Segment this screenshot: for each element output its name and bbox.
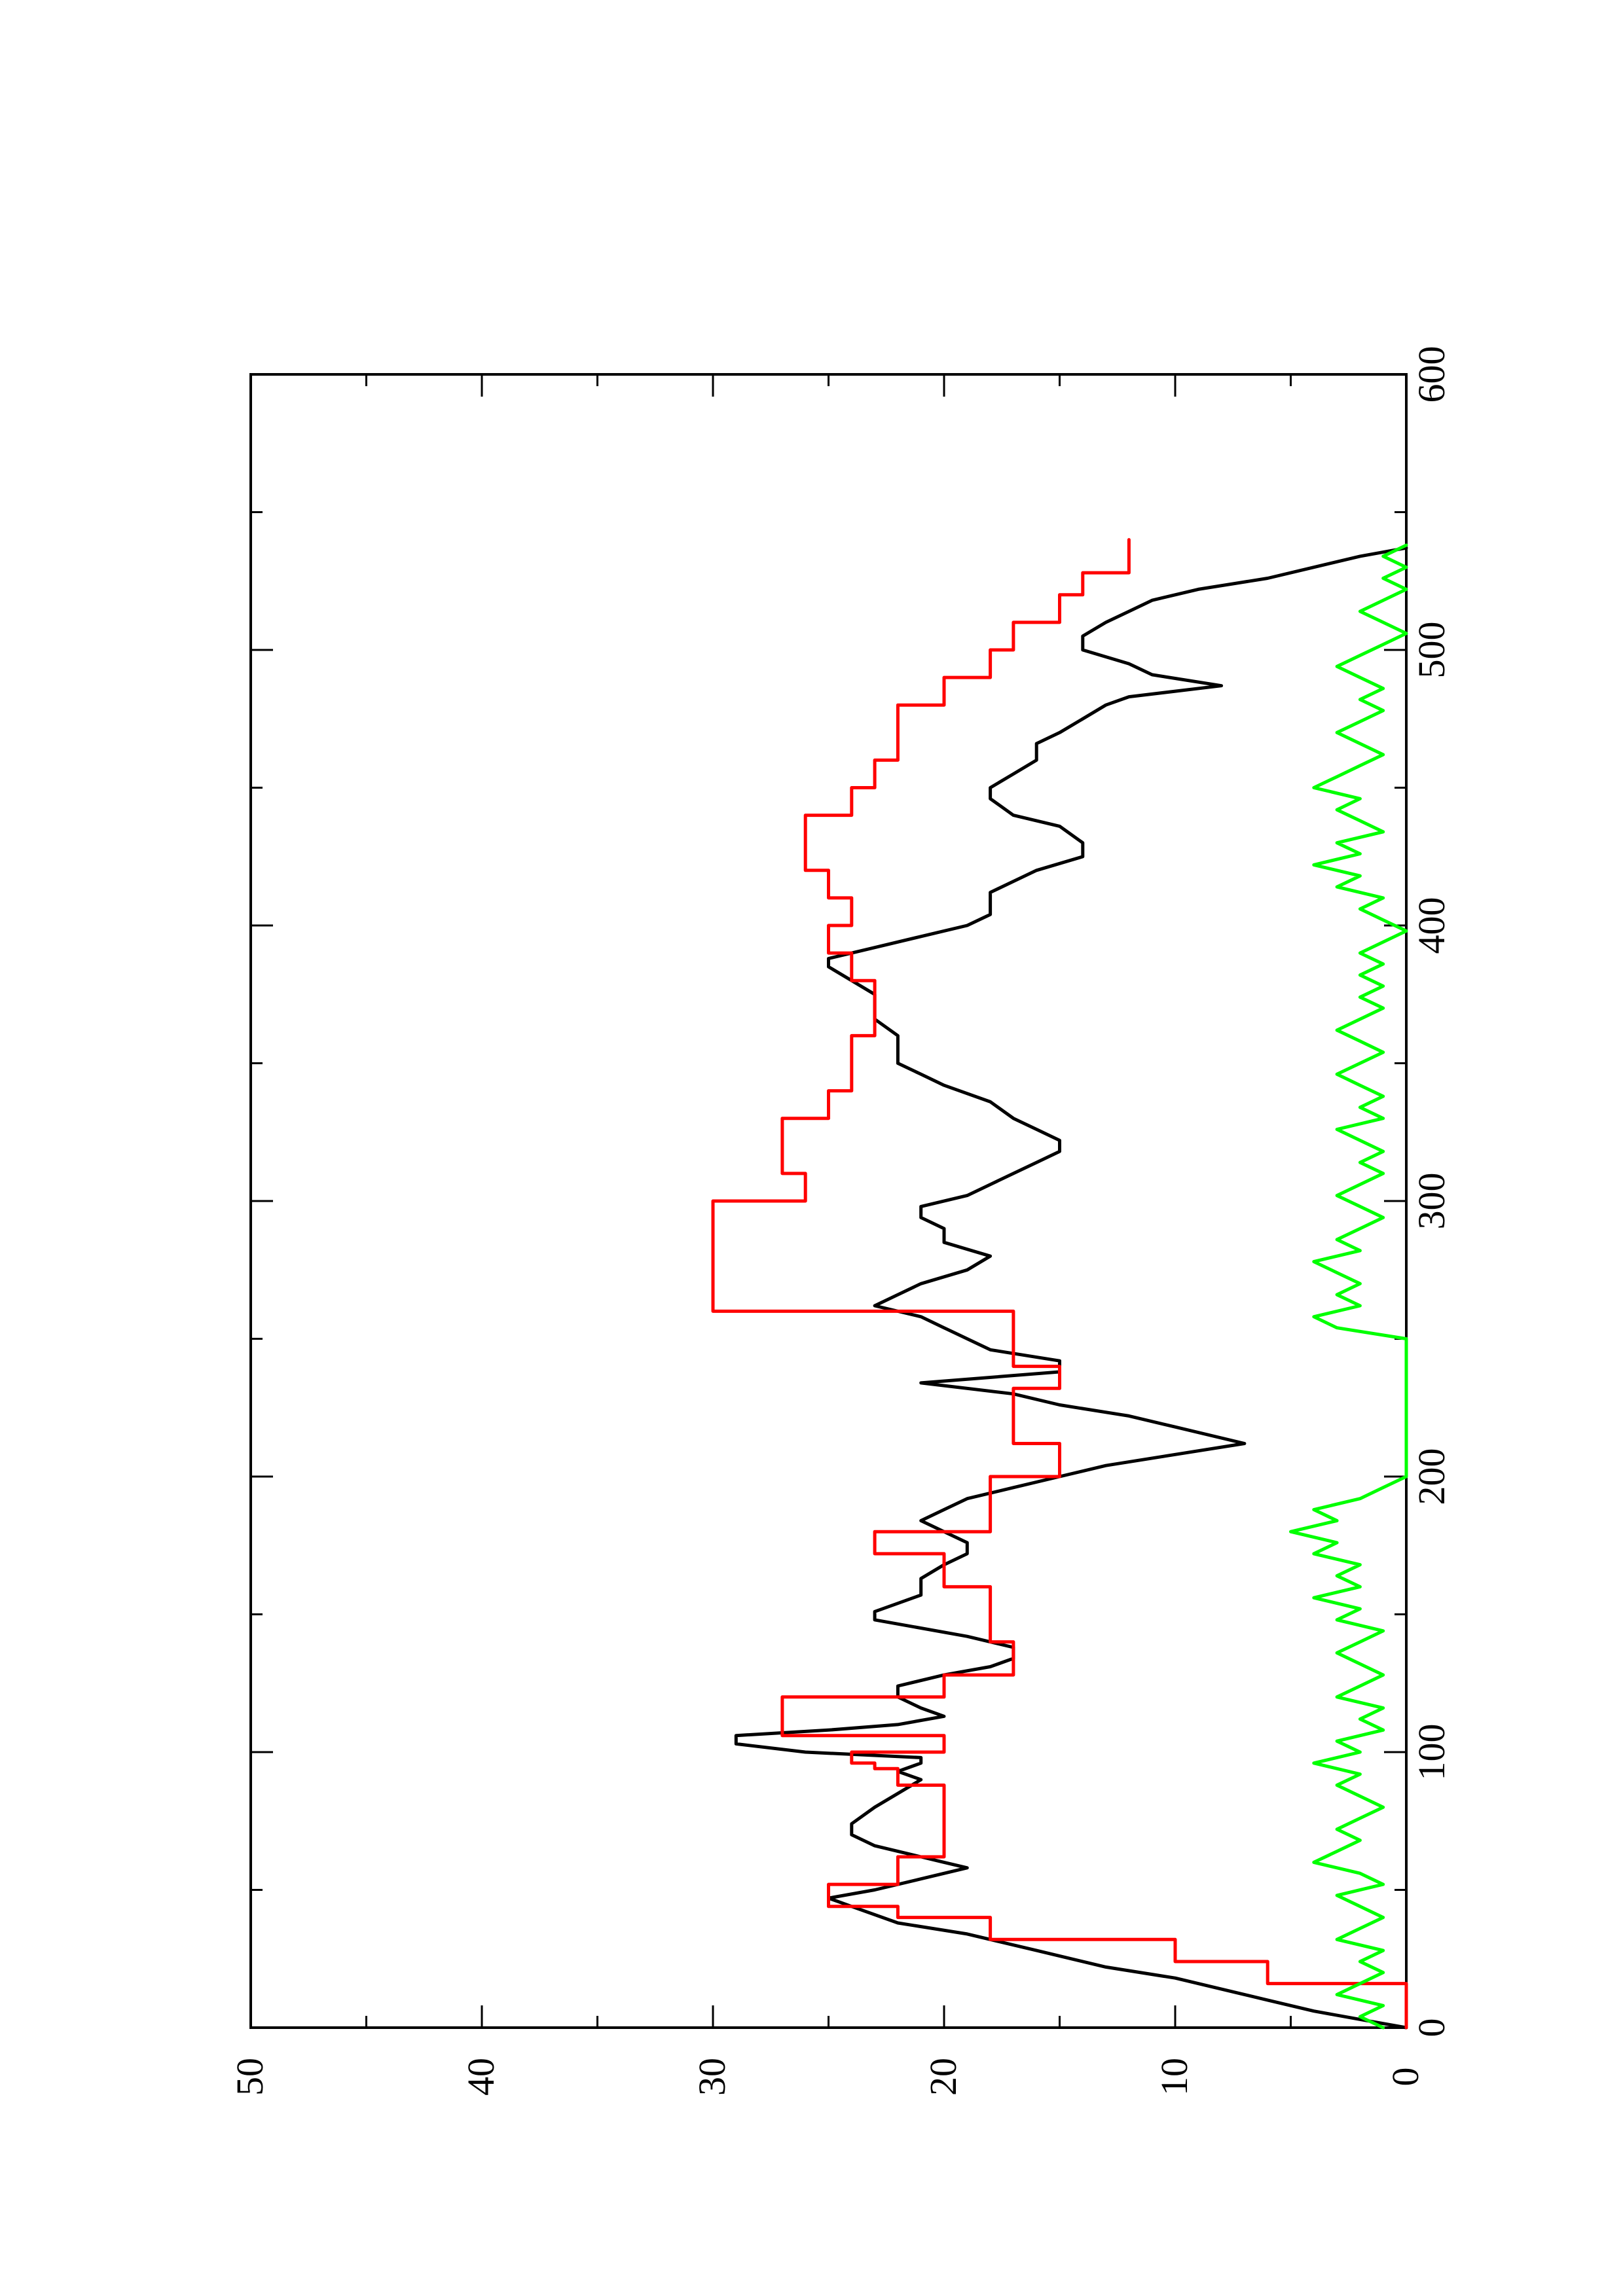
- series-red-step-line: [711, 538, 1408, 2030]
- x-tick-label: 200: [1410, 1448, 1453, 1505]
- y-tick-label: 30: [691, 2058, 733, 2096]
- x-tick-label: 100: [1410, 1724, 1453, 1781]
- y-tick-label: 40: [460, 2058, 502, 2096]
- y-tick-label: 50: [228, 2058, 271, 2096]
- y-tick-label: 0: [1384, 2068, 1427, 2087]
- x-tick-label: 300: [1410, 1173, 1453, 1230]
- series-black-line: [734, 546, 1408, 2030]
- plot-frame: [249, 373, 1408, 2029]
- x-tick-label: 400: [1410, 897, 1453, 954]
- x-tick-label: 500: [1410, 622, 1453, 679]
- y-tick-label: 10: [1153, 2058, 1195, 2096]
- x-tick-label: 0: [1410, 2018, 1453, 2037]
- y-tick-label: 20: [922, 2058, 964, 2096]
- x-tick-label: 600: [1410, 346, 1453, 403]
- series-green-line: [1289, 543, 1408, 2030]
